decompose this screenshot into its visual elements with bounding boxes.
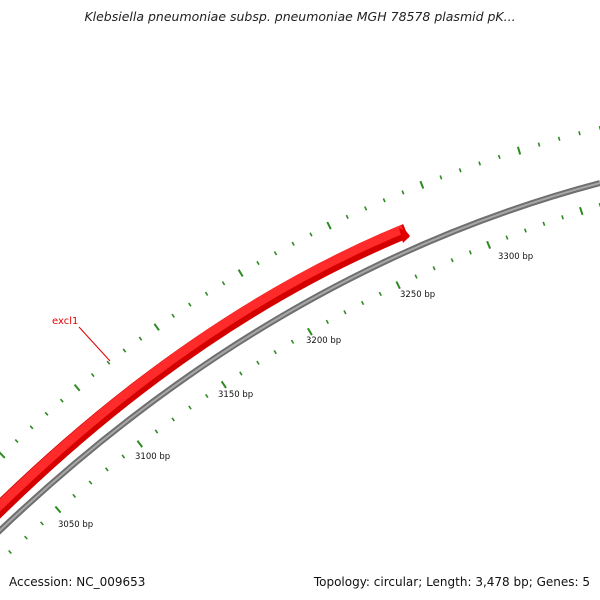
minor-tick — [90, 372, 95, 378]
minor-tick — [171, 313, 175, 318]
major-tick — [153, 323, 160, 331]
major-tick — [395, 281, 401, 290]
major-tick — [419, 180, 425, 189]
minor-tick — [291, 241, 295, 246]
major-tick — [237, 269, 244, 278]
topology-summary: Topology: circular; Length: 3,478 bp; Ge… — [313, 575, 590, 589]
minor-tick — [24, 535, 28, 540]
gene-label-leader — [78, 326, 111, 362]
minor-tick — [468, 250, 472, 255]
minor-tick — [343, 310, 347, 315]
minor-tick — [39, 521, 44, 526]
minor-tick — [104, 467, 109, 472]
minor-tick — [188, 405, 192, 410]
minor-tick — [523, 228, 527, 233]
minor-tick — [204, 291, 209, 296]
outer-tick-ring — [0, 125, 600, 459]
minor-tick — [72, 493, 77, 499]
minor-tick — [154, 429, 159, 434]
minor-tick — [188, 302, 192, 307]
major-tick — [579, 206, 584, 216]
minor-tick — [171, 417, 175, 422]
minor-tick — [557, 136, 561, 141]
tick-label: 3100 bp — [135, 452, 170, 462]
major-tick — [516, 146, 522, 155]
minor-tick — [256, 360, 260, 365]
plasmid-backbone-highlight — [0, 182, 600, 532]
major-tick — [307, 327, 313, 336]
minor-tick — [290, 339, 295, 344]
minor-tick — [309, 232, 313, 237]
minor-tick — [273, 349, 277, 355]
tick-label: 3050 bp — [58, 520, 93, 530]
minor-tick — [439, 175, 443, 180]
minor-tick — [256, 260, 260, 266]
tick-label: 3200 bp — [306, 336, 341, 346]
minor-tick — [239, 371, 243, 376]
major-tick — [326, 221, 332, 230]
minor-tick — [221, 281, 226, 286]
minor-tick — [122, 348, 127, 353]
minor-tick — [273, 251, 278, 256]
minor-tick — [106, 360, 111, 365]
minor-tick — [364, 206, 368, 211]
minor-tick — [14, 439, 19, 444]
accession-label: Accession: NC_009653 — [9, 575, 146, 589]
minor-tick — [478, 161, 482, 166]
minor-tick — [458, 168, 462, 173]
minor-tick — [561, 215, 564, 220]
tick-label: 3250 bp — [400, 290, 435, 300]
minor-tick — [542, 221, 546, 226]
major-tick — [220, 380, 227, 389]
minor-tick — [360, 300, 365, 306]
gene-label-excl1: excl1 — [52, 316, 78, 327]
minor-tick — [121, 454, 126, 459]
major-tick — [0, 451, 6, 459]
minor-tick — [138, 336, 143, 341]
major-tick — [54, 505, 62, 514]
minor-tick — [59, 398, 64, 403]
map-title: Klebsiella pneumoniae subsp. pneumoniae … — [84, 9, 516, 24]
minor-tick — [378, 291, 382, 297]
minor-tick — [505, 235, 509, 240]
minor-tick — [88, 480, 93, 485]
minor-tick — [205, 393, 209, 399]
tick-label: 3300 bp — [498, 252, 533, 262]
inner-tick-ring — [8, 202, 600, 555]
major-tick — [73, 383, 81, 392]
minor-tick — [325, 319, 330, 324]
minor-tick — [8, 549, 12, 555]
minor-tick — [497, 154, 501, 160]
minor-tick — [29, 425, 34, 430]
tick-label: 3150 bp — [218, 390, 253, 400]
gene-feature-excl1-face — [0, 224, 405, 512]
minor-tick — [432, 266, 436, 271]
minor-tick — [382, 198, 386, 203]
minor-tick — [537, 142, 541, 147]
minor-tick — [44, 411, 49, 416]
minor-tick — [401, 190, 405, 195]
minor-tick — [414, 274, 418, 279]
minor-tick — [450, 258, 454, 263]
gene-arrow-tip — [399, 228, 410, 243]
plasmid-backbone — [0, 180, 600, 535]
tick-label-group: 3050 bp 3100 bp 3150 bp 3200 bp 3250 bp … — [58, 252, 533, 530]
minor-tick — [578, 131, 581, 136]
minor-tick — [345, 214, 349, 220]
major-tick — [136, 440, 143, 448]
major-tick — [486, 240, 492, 249]
